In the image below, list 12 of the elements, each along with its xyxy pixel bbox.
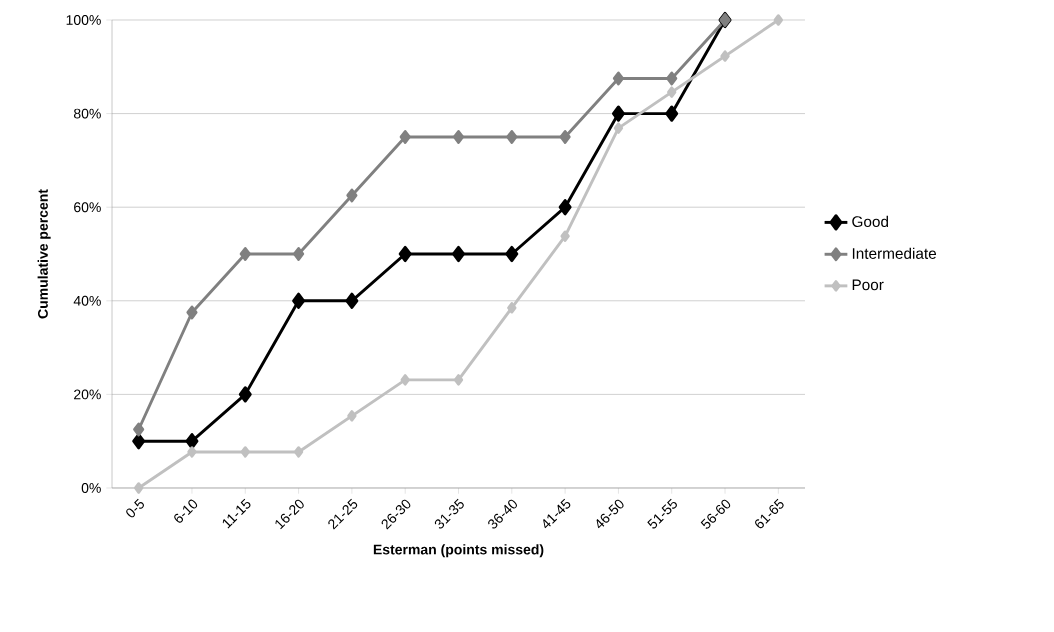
y-tick-label: 40% <box>73 295 101 306</box>
x-axis-title: Esterman (points missed) <box>373 544 544 558</box>
legend-label: Good <box>852 215 888 228</box>
legend-label: Intermediate <box>852 247 937 259</box>
y-tick-label: 20% <box>74 389 101 400</box>
y-tick-label: 100% <box>66 15 101 25</box>
y-tick-label: 60% <box>74 202 101 213</box>
y-axis-title: Cumulative percent <box>37 189 51 319</box>
y-tick-label: 80% <box>73 108 101 119</box>
legend-label: Poor <box>852 279 884 291</box>
x-tick-label: 0-5 <box>126 498 144 518</box>
y-tick-label: 0% <box>81 483 101 493</box>
